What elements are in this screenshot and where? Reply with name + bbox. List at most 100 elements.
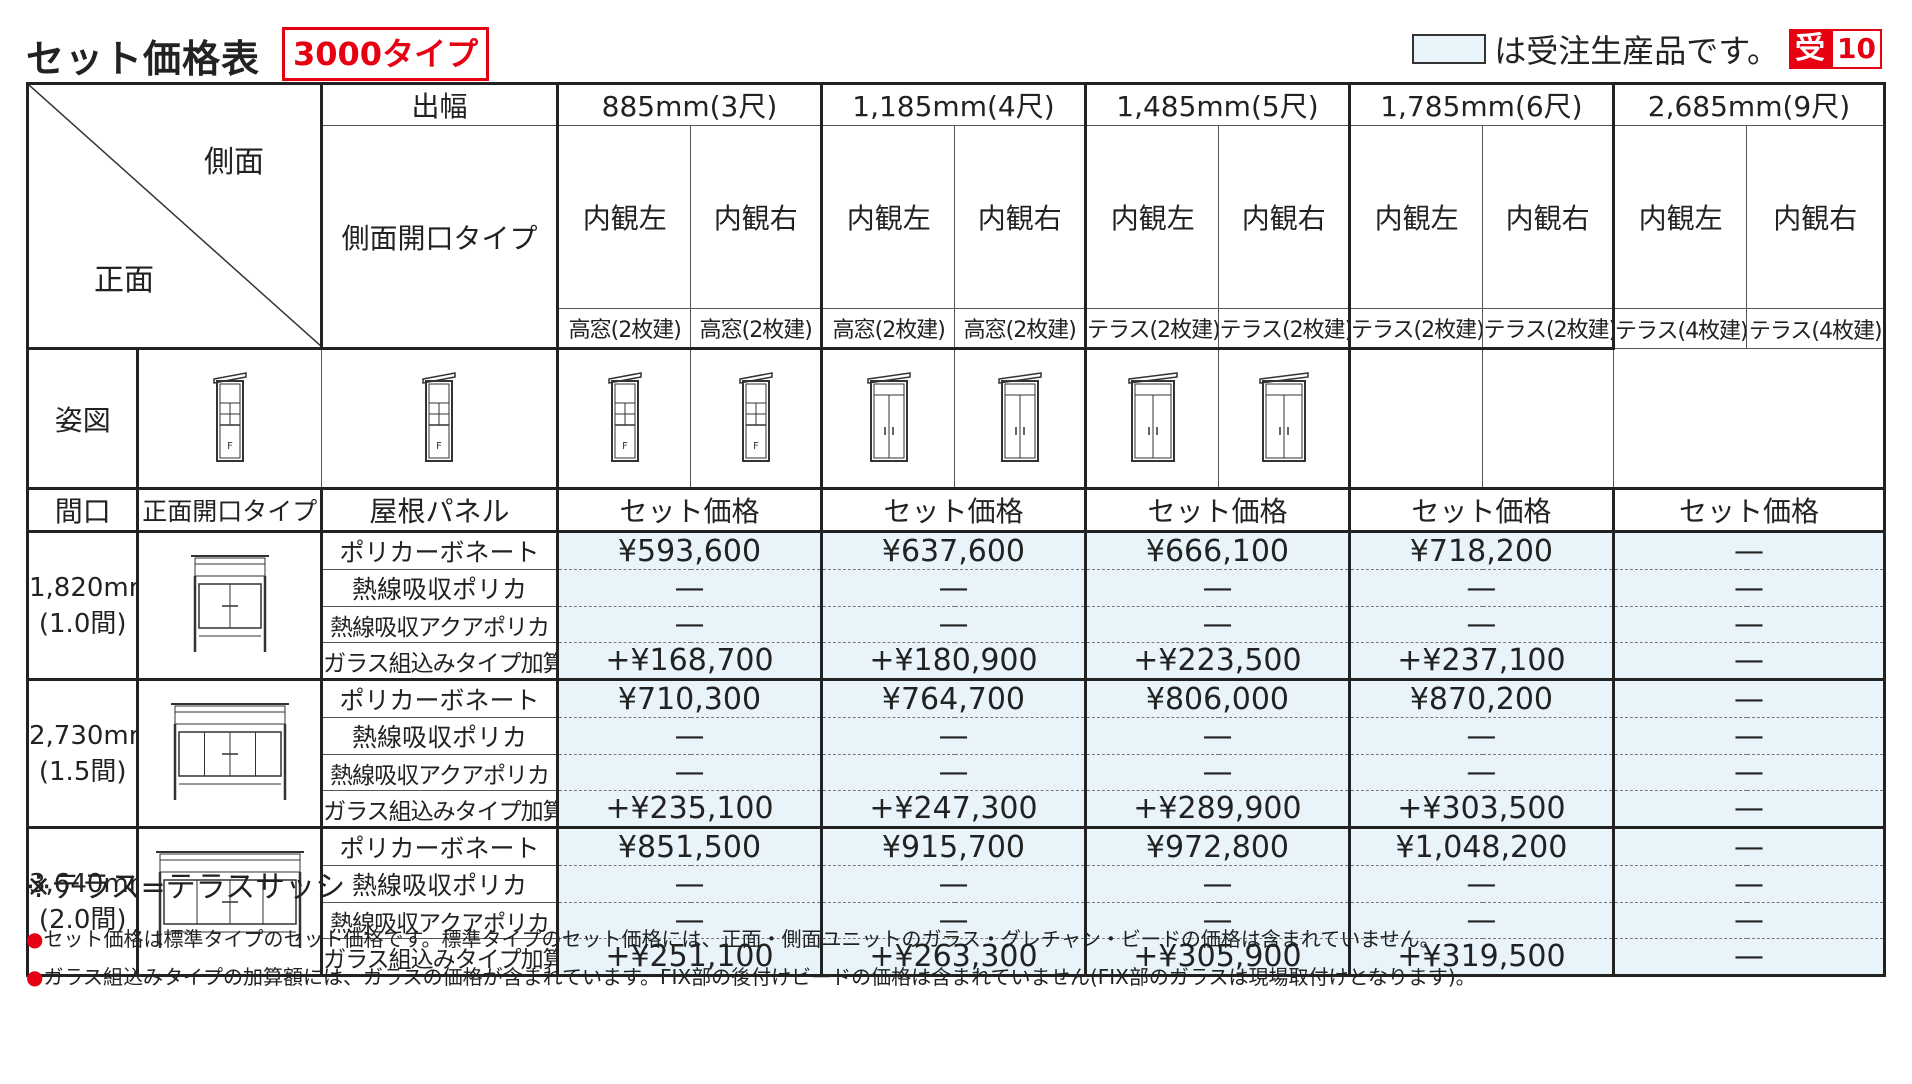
roof-panel-name: ガラス組込みタイプ加算額 <box>320 938 558 976</box>
side-figure-cell: F <box>690 347 822 489</box>
price-cell: +¥235,100 <box>555 790 822 828</box>
price-cell: — <box>1083 754 1350 791</box>
frontage-ken: (1.0間) <box>38 608 127 639</box>
price-cell: — <box>555 717 822 755</box>
set-price-label: セット価格 <box>1347 487 1614 532</box>
table-row: 3,640mm (2.0間) ポリカーボネート¥851,500¥915,700¥97… <box>26 826 1886 976</box>
roof-panel-name: 熱線吸収アクアポリカ <box>320 606 558 643</box>
price-cell: — <box>1611 717 1886 755</box>
side-cell: 内観右 <box>690 125 822 309</box>
note-text: セット価格は標準タイプのセット価格です。標準タイプのセット価格には、正面・側面ユ… <box>43 927 1440 951</box>
price-cell: +¥263,300 <box>819 938 1086 976</box>
price-cell: — <box>1347 865 1614 903</box>
price-cell: — <box>1083 902 1350 939</box>
price-cell: — <box>1347 902 1614 939</box>
price-cell: — <box>1083 717 1350 755</box>
price-cell: ¥1,048,200 <box>1347 826 1614 866</box>
side-figure-cell <box>1218 347 1350 489</box>
frontage-ken: (2.0間) <box>38 904 127 935</box>
table-row: 熱線吸収ポリカ — — — — — <box>28 865 1886 903</box>
roof-panel-name: 熱線吸収アクアポリカ <box>320 902 558 939</box>
page-title: セット価格表 <box>26 37 261 81</box>
frontage-size: 2,730mm (1.5間) <box>26 678 139 828</box>
side-label: 側面 <box>204 145 264 180</box>
side-opening-label: 側面開口タイプ <box>320 125 558 349</box>
price-cell: ¥637,600 <box>819 530 1086 570</box>
side-elevation-icon: F <box>422 371 456 462</box>
set-price-label: セット価格 <box>1083 487 1350 532</box>
note-text: ガラス組込みタイプの加算額には、ガラスの価格が含まれています。FIX部の後付けビ… <box>43 965 1476 989</box>
price-cell: ¥972,800 <box>1083 826 1350 866</box>
roof-panel-name: ガラス組込みタイプ加算額 <box>320 790 558 828</box>
side-cell: 内観左 <box>1347 125 1484 309</box>
fix-mark: F <box>227 441 233 452</box>
side-elevation-icon <box>1127 371 1178 462</box>
price-cell: ¥870,200 <box>1347 678 1614 718</box>
price-cell: +¥223,500 <box>1083 642 1350 680</box>
table-row: 熱線吸収アクアポリカ — — — — — <box>28 754 1886 791</box>
price-cell: — <box>1347 754 1614 791</box>
roof-panel-name: ポリカーボネート <box>320 530 558 570</box>
front-elevation-icon <box>155 850 304 948</box>
opening-cell: テラス(2枚建) <box>1218 308 1350 349</box>
side-cell: 内観右 <box>1482 125 1614 309</box>
opening-cell: テラス(2枚建) <box>1482 308 1614 349</box>
price-cell: — <box>1611 865 1886 903</box>
width-col-2: 1,185mm(4尺) <box>819 83 1086 126</box>
price-cell: ¥851,500 <box>555 826 822 866</box>
side-cell: 内観左 <box>1611 125 1748 309</box>
roof-panel-name: ポリカーボネート <box>320 678 558 718</box>
price-cell: — <box>819 902 1086 939</box>
side-figure-cell <box>1083 347 1220 489</box>
price-cell: — <box>819 606 1086 643</box>
side-cell: 内観右 <box>1218 125 1350 309</box>
roof-panel-name: ガラス組込みタイプ加算額 <box>320 642 558 680</box>
price-cell: — <box>555 754 822 791</box>
table-row: ガラス組込みタイプ加算額+¥235,100+¥247,300+¥289,900+… <box>28 790 1886 828</box>
price-cell: ¥593,600 <box>555 530 822 570</box>
table-row: 熱線吸収アクアポリカ — — — — — <box>28 902 1886 939</box>
table-row: 熱線吸収アクアポリカ — — — — — <box>28 606 1886 643</box>
opening-cell: テラス(4枚建) <box>1746 308 1885 349</box>
price-cell: +¥319,500 <box>1347 938 1614 976</box>
roof-panel-name: 熱線吸収ポリカ <box>320 717 558 755</box>
opening-cell: テラス(2枚建) <box>1347 308 1484 349</box>
price-cell: — <box>1611 569 1886 607</box>
side-cell: 内観左 <box>555 125 692 309</box>
price-cell: +¥289,900 <box>1083 790 1350 828</box>
price-cell: — <box>1611 678 1886 718</box>
legend-swatch <box>1412 34 1487 64</box>
price-cell: — <box>555 569 822 607</box>
roof-panel-name: 熱線吸収アクアポリカ <box>320 754 558 791</box>
opening-cell: テラス(2枚建) <box>1083 308 1220 349</box>
price-cell: +¥180,900 <box>819 642 1086 680</box>
opening-cell: 高窓(2枚建) <box>555 308 692 349</box>
frontage-mm: 2,730mm <box>29 720 137 751</box>
price-cell: — <box>1347 606 1614 643</box>
side-figure-cell <box>819 347 956 489</box>
price-cell: +¥251,100 <box>555 938 822 976</box>
price-cell: — <box>1611 790 1886 828</box>
width-col-5: 2,685mm(9尺) <box>1611 83 1886 126</box>
roof-panel-label: 屋根パネル <box>320 487 558 532</box>
price-cell: — <box>1083 865 1350 903</box>
width-col-4: 1,785mm(6尺) <box>1347 83 1614 126</box>
price-cell: — <box>819 754 1086 791</box>
terrace-note: ※テラス=テラスサッシ <box>26 870 346 905</box>
fix-mark: F <box>753 441 759 452</box>
frontage-mm: 1,820mm <box>29 572 137 603</box>
front-label: 正面 <box>94 263 154 298</box>
side-figure-cell: F <box>321 347 558 489</box>
price-cell: — <box>1347 569 1614 607</box>
notes: ※テラス=テラスサッシ ●セット価格は標準タイプのセット価格です。標準タイプのセ… <box>26 862 1476 996</box>
price-cell: ¥710,300 <box>555 678 822 718</box>
side-elevation-icon: F <box>607 371 642 462</box>
order-badge-label: 受 <box>1789 29 1832 69</box>
price-cell: — <box>1611 902 1886 939</box>
side-elevation-icon <box>866 371 911 462</box>
price-cell: — <box>1611 530 1886 570</box>
frontage-mm: 3,640mm <box>29 868 137 899</box>
type-badge: 3000タイプ <box>282 27 490 81</box>
table-row: ガラス組込みタイプ加算額+¥168,700+¥180,900+¥223,500+… <box>28 642 1886 680</box>
price-cell: — <box>819 569 1086 607</box>
